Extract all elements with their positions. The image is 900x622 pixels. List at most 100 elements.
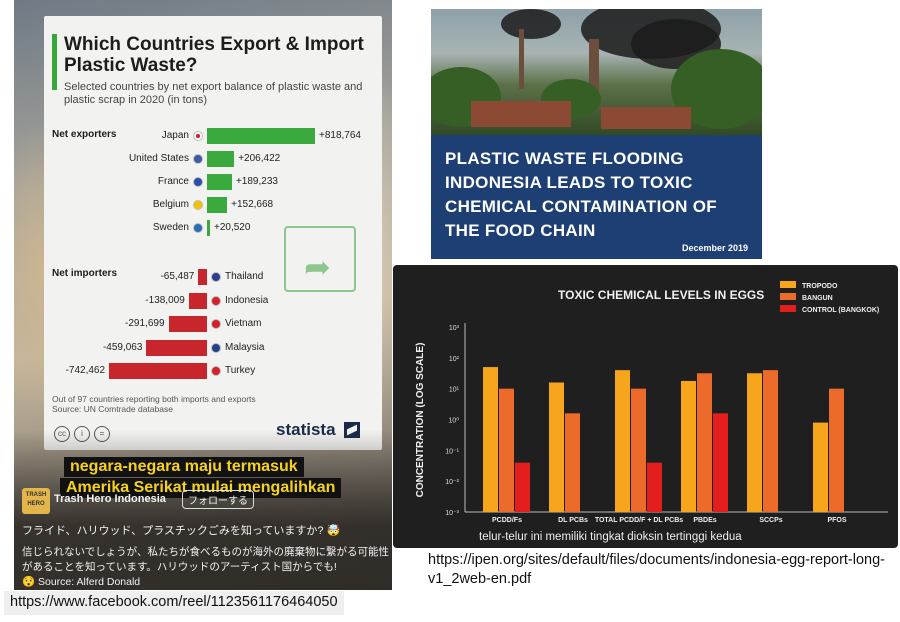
flag-turkey-icon xyxy=(211,366,221,376)
bar-tropodo-5 xyxy=(813,422,828,512)
bar-malaysia xyxy=(146,339,207,356)
legend-label: BANGUN xyxy=(802,295,833,302)
flag-france-icon xyxy=(193,177,203,187)
x-tick-label: DL PCBs xyxy=(558,517,588,524)
country-label: Turkey xyxy=(225,365,256,376)
legend-label: CONTROL (BANGKOK) xyxy=(802,307,879,314)
country-label: France xyxy=(157,176,189,187)
cover-date: December 2019 xyxy=(681,243,748,253)
value-label: -138,009 xyxy=(145,294,185,306)
x-tick-label: PCDD/Fs xyxy=(492,517,522,524)
country-label: Japan xyxy=(161,130,189,141)
roof xyxy=(471,101,571,127)
net-importers-label: Net importers xyxy=(52,268,118,279)
y-tick-label: 10⁻¹ xyxy=(445,448,459,455)
net-exporters-label: Net exporters xyxy=(52,129,117,140)
bar-thailand xyxy=(198,269,207,285)
country-label: United States xyxy=(128,153,189,164)
follow-button[interactable]: フォローする xyxy=(182,490,254,509)
country-label: Belgium xyxy=(152,199,189,210)
ipen-url[interactable]: https://ipen.org/sites/default/files/doc… xyxy=(428,552,886,587)
roof xyxy=(601,107,691,129)
y-tick-label: 10⁰ xyxy=(448,417,459,425)
statista-card: Which Countries Export & Import Plastic … xyxy=(44,16,382,450)
y-tick-label: 10¹ xyxy=(449,387,460,394)
title-accent-bar xyxy=(52,34,57,90)
bar-tropodo-0 xyxy=(483,367,498,512)
value-label: +189,233 xyxy=(235,176,278,187)
footnote-text: Out of 97 countries reporting both impor… xyxy=(52,394,256,404)
bar-tropodo-4 xyxy=(747,373,762,512)
avatar[interactable]: TRASH HERO xyxy=(22,488,50,514)
flag-japan-icon xyxy=(193,131,203,141)
x-tick-label: TOTAL PCDD/F + DL PCBs xyxy=(595,517,683,524)
flag-vietnam-icon xyxy=(211,319,221,329)
bar-france xyxy=(207,174,232,190)
facebook-url[interactable]: https://www.facebook.com/reel/1123561176… xyxy=(4,591,344,615)
flag-thailand-icon xyxy=(211,272,221,282)
legend-swatch xyxy=(780,305,796,312)
bar-belgium xyxy=(207,197,228,213)
y-tick-label: 10² xyxy=(449,356,460,363)
y-tick-label: 10⁻³ xyxy=(445,510,459,517)
bar-control-bangkok--0 xyxy=(515,462,530,512)
flag-sweden-icon xyxy=(193,223,203,233)
post-text-line-1: フライド、ハリウッド、プラスチックごみを知っていますか? 🤯 xyxy=(22,525,341,537)
eggs-chart: TOXIC CHEMICAL LEVELS IN EGGS CONCENTRATI… xyxy=(415,281,888,524)
bar-bangun-4 xyxy=(763,370,778,512)
bar-bangun-3 xyxy=(697,373,712,512)
caption-line-2: Amerika Serikat mulai mengalihkan xyxy=(60,478,342,498)
caption-line-1: negara-negara maju termasuk xyxy=(64,457,304,477)
value-label: +20,520 xyxy=(214,222,251,233)
bar-japan xyxy=(207,128,315,144)
bar-bangun-1 xyxy=(565,413,580,512)
country-label: Malaysia xyxy=(225,341,265,353)
flag-malaysia-icon xyxy=(211,342,221,353)
source-text: Source: UN Comtrade database xyxy=(52,404,173,414)
y-axis-label: CONCENTRATION (LOG SCALE) xyxy=(415,343,426,498)
value-label: -459,063 xyxy=(102,341,143,353)
x-tick-label: PFOS xyxy=(827,517,846,524)
chart-subtitle: Selected countries by net export balance… xyxy=(64,81,363,106)
eggs-caption: telur-telur ini memiliki tingkat dioksin… xyxy=(479,531,742,543)
bar-vietnam xyxy=(168,316,207,332)
country-label: Vietnam xyxy=(225,318,262,329)
bar-turkey xyxy=(109,363,207,379)
country-label: Sweden xyxy=(152,222,189,233)
report-cover: PLASTIC WASTE FLOODING INDONESIA LEADS T… xyxy=(431,9,762,259)
chimney xyxy=(519,29,524,89)
facebook-reel[interactable]: Which Countries Export & Import Plastic … xyxy=(14,0,392,590)
bar-united-states xyxy=(207,151,235,167)
bar-tropodo-3 xyxy=(681,380,696,512)
value-label: -742,462 xyxy=(65,365,106,376)
legend-label: TROPODO xyxy=(802,283,838,290)
bottom-shade xyxy=(14,430,392,590)
y-tick-label: 10⁻² xyxy=(445,479,459,486)
bar-control-bangkok--2 xyxy=(647,462,662,512)
chart-title: Which Countries Export & Import Plastic … xyxy=(64,34,364,76)
country-label: Indonesia xyxy=(225,294,269,306)
flag-indonesia-icon xyxy=(211,295,221,306)
smoke xyxy=(501,9,561,39)
post-text-line-2: 信じられないでしょうが、私たちが食べるものが海外の廃棄物に繋がる可能性があること… xyxy=(22,546,389,573)
flag-united-states-icon xyxy=(193,154,203,164)
bar-bangun-5 xyxy=(829,388,844,512)
value-label: +152,668 xyxy=(231,199,274,210)
bar-tropodo-1 xyxy=(549,382,564,512)
country-label: Thailand xyxy=(225,271,264,282)
cover-title: PLASTIC WASTE FLOODING INDONESIA LEADS T… xyxy=(445,149,717,240)
legend-swatch xyxy=(780,281,796,288)
bar-indonesia xyxy=(188,292,207,309)
value-label: -291,699 xyxy=(125,318,165,329)
value-label: +818,764 xyxy=(319,130,361,141)
cover-photo xyxy=(431,9,762,135)
bar-sweden xyxy=(207,220,210,236)
value-label: -65,487 xyxy=(160,271,195,282)
account-name[interactable]: Trash Hero Indonesia xyxy=(54,493,166,505)
bar-bangun-2 xyxy=(631,388,646,512)
chimney xyxy=(589,39,599,109)
waste-export-icon: ➦ xyxy=(284,226,356,292)
x-tick-label: SCCPs xyxy=(759,517,782,524)
legend-swatch xyxy=(780,293,796,300)
